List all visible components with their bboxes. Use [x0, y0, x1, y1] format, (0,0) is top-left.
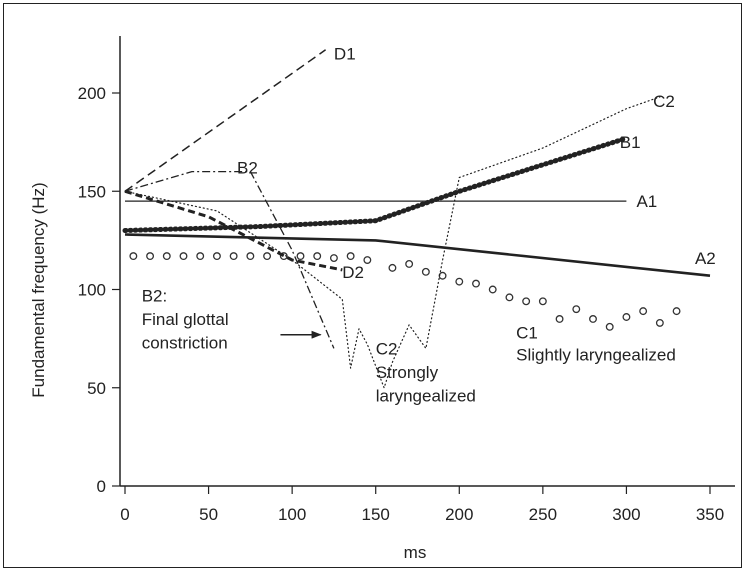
data-point	[572, 305, 581, 314]
annotation-label: C2	[653, 92, 675, 111]
annotation-label: B2	[237, 159, 258, 178]
data-point	[363, 256, 372, 264]
series-c2	[124, 96, 661, 389]
data-point	[129, 252, 138, 261]
x-tick-label: 350	[696, 505, 724, 524]
y-tick-label: 50	[87, 379, 106, 398]
series-b1	[122, 135, 629, 233]
axes	[119, 36, 735, 487]
data-point	[212, 252, 221, 261]
y-axis-label: Fundamental frequency (Hz)	[29, 182, 48, 397]
data-point	[246, 252, 255, 261]
data-point	[505, 293, 514, 302]
data-point	[438, 271, 447, 280]
x-axis-label: ms	[404, 543, 427, 562]
annotation-label: Slightly laryngealized	[516, 345, 676, 364]
data-point	[346, 252, 355, 261]
data-point	[622, 313, 631, 321]
data-point	[488, 285, 497, 294]
series-a2	[124, 233, 711, 277]
data-point	[522, 297, 531, 306]
annotation-label: A1	[636, 192, 657, 211]
annotation-label: C2	[376, 339, 398, 358]
data-point	[421, 267, 430, 276]
series	[122, 49, 711, 389]
annotations: D1 C2 B1 B2 A1 A2 D2 C1 Slightly laryngealized B2…	[142, 45, 716, 406]
data-point	[229, 252, 238, 261]
annotation-label: D1	[334, 45, 356, 64]
annotation-label: C1	[516, 324, 538, 343]
data-point	[555, 315, 564, 323]
annotation-label: B1	[620, 133, 641, 152]
data-point	[538, 297, 547, 306]
annotation-label: Final glottal	[142, 310, 229, 329]
data-point	[472, 279, 480, 288]
x-tick-label: 250	[529, 505, 557, 524]
data-point	[388, 263, 397, 272]
x-tick-label: 300	[612, 505, 640, 524]
x-tick-label: 150	[362, 505, 390, 524]
ticks: 0 50 100 150 200 250 300 350 0 50 100 150 200	[78, 84, 725, 524]
y-tick-label: 100	[78, 281, 106, 300]
data-point	[672, 307, 681, 316]
annotation-label: laryngealized	[376, 387, 476, 406]
annotation-label: B2:	[142, 286, 168, 305]
series-d1	[124, 49, 327, 192]
data-point	[146, 252, 155, 261]
data-point	[589, 315, 597, 323]
data-point	[263, 252, 272, 261]
data-point	[655, 318, 664, 327]
annotation-label: D2	[342, 263, 364, 282]
series-c1	[129, 252, 681, 331]
x-tick-label: 200	[445, 505, 473, 524]
series-b2	[124, 170, 335, 349]
annotation-label: Strongly	[376, 363, 439, 382]
data-point	[639, 307, 648, 316]
data-point	[313, 252, 322, 261]
annotation-label: constriction	[142, 334, 228, 353]
data-point	[455, 277, 464, 286]
y-tick-label: 200	[78, 84, 106, 103]
data-point	[605, 322, 614, 331]
x-tick-label: 100	[278, 505, 306, 524]
data-point	[279, 252, 288, 261]
figure-frame	[3, 3, 742, 568]
y-tick-label: 0	[97, 477, 106, 496]
x-tick-label: 50	[199, 505, 218, 524]
annotation-label: A2	[695, 249, 716, 268]
data-point	[162, 252, 171, 261]
x-tick-label: 0	[120, 505, 129, 524]
data-point	[196, 252, 205, 261]
data-point	[329, 254, 338, 263]
data-point	[296, 252, 305, 261]
series-d2	[124, 189, 343, 272]
y-tick-label: 150	[78, 182, 106, 201]
data-point	[405, 260, 414, 268]
data-point	[179, 252, 188, 261]
